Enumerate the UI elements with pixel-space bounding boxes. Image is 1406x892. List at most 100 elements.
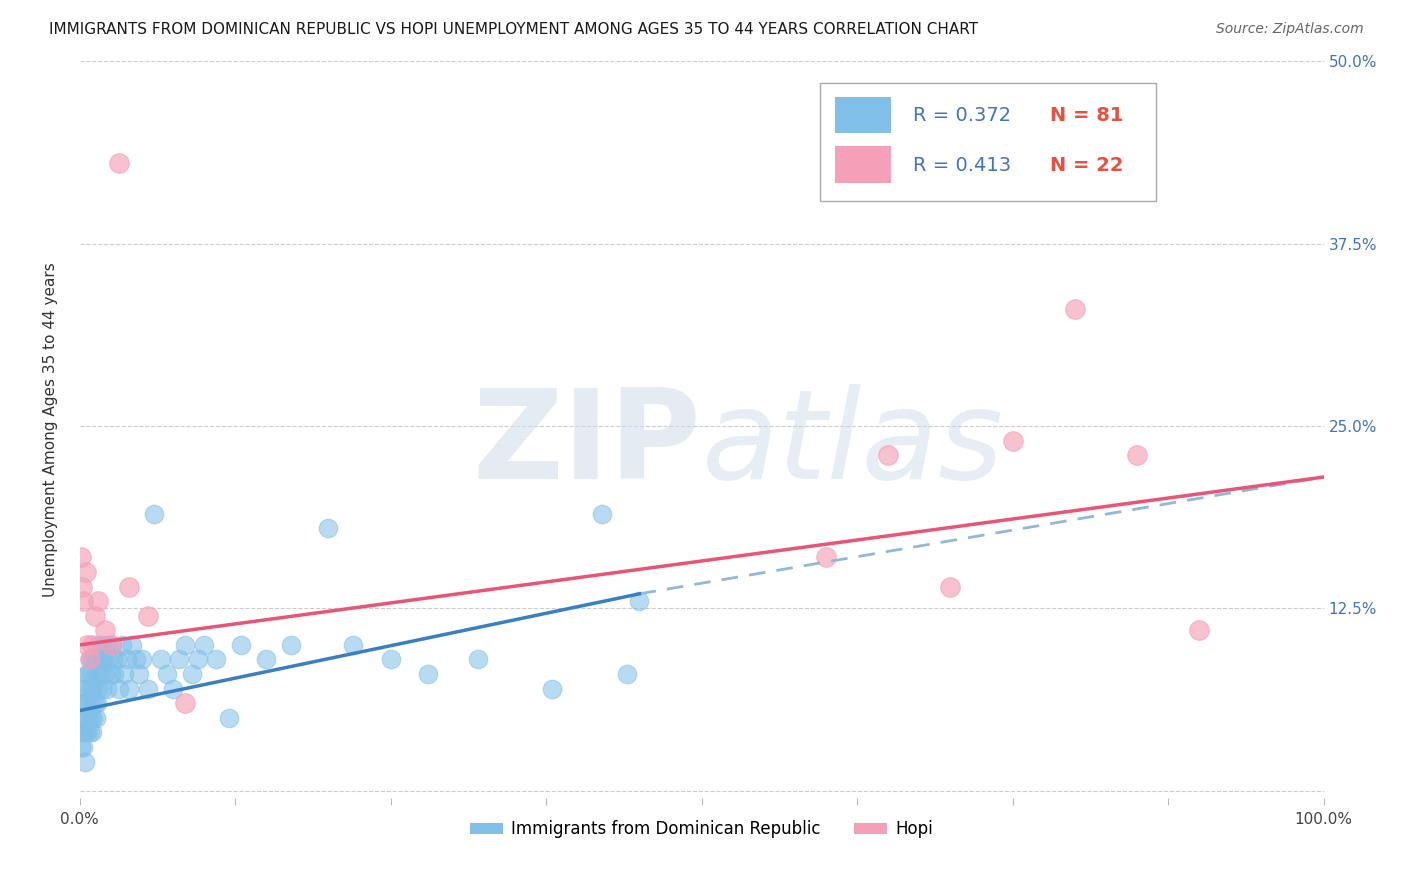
Point bbox=[628, 594, 651, 608]
Point bbox=[814, 550, 837, 565]
Point bbox=[79, 652, 101, 666]
Point bbox=[76, 638, 98, 652]
Text: Source: ZipAtlas.com: Source: ZipAtlas.com bbox=[1216, 22, 1364, 37]
Point bbox=[72, 740, 94, 755]
Point bbox=[79, 681, 101, 696]
Point bbox=[118, 681, 141, 696]
Point bbox=[93, 624, 115, 638]
Point bbox=[342, 638, 364, 652]
Point bbox=[87, 681, 110, 696]
Point bbox=[218, 711, 240, 725]
Point bbox=[73, 696, 96, 710]
Point bbox=[75, 681, 97, 696]
Point bbox=[75, 565, 97, 579]
Point bbox=[70, 725, 93, 739]
Point bbox=[86, 652, 108, 666]
Point bbox=[97, 652, 120, 666]
Text: ZIP: ZIP bbox=[472, 384, 702, 505]
Point bbox=[89, 667, 111, 681]
Point bbox=[84, 667, 107, 681]
Text: R = 0.413: R = 0.413 bbox=[912, 155, 1011, 175]
Point bbox=[93, 667, 115, 681]
Point bbox=[80, 652, 103, 666]
Point bbox=[77, 696, 100, 710]
Point bbox=[416, 667, 439, 681]
Point bbox=[467, 652, 489, 666]
Point bbox=[112, 667, 135, 681]
Point bbox=[128, 667, 150, 681]
Point bbox=[70, 580, 93, 594]
Point bbox=[70, 550, 93, 565]
Point bbox=[91, 681, 114, 696]
Point bbox=[72, 681, 94, 696]
Point bbox=[77, 667, 100, 681]
Point bbox=[100, 667, 122, 681]
Point bbox=[254, 652, 277, 666]
Point bbox=[105, 652, 128, 666]
Point bbox=[75, 711, 97, 725]
Point bbox=[82, 711, 104, 725]
Point bbox=[73, 755, 96, 769]
Point bbox=[541, 681, 564, 696]
Point bbox=[174, 638, 197, 652]
Point bbox=[79, 725, 101, 739]
Point bbox=[83, 652, 105, 666]
Point bbox=[108, 156, 131, 170]
Point bbox=[380, 652, 402, 666]
Point bbox=[72, 594, 94, 608]
Point bbox=[87, 638, 110, 652]
Point bbox=[103, 652, 125, 666]
Point bbox=[96, 681, 118, 696]
Point bbox=[280, 638, 302, 652]
Point bbox=[94, 638, 117, 652]
Point bbox=[231, 638, 253, 652]
Point bbox=[86, 696, 108, 710]
Point bbox=[167, 652, 190, 666]
Point bbox=[80, 696, 103, 710]
Point bbox=[180, 667, 202, 681]
Point bbox=[143, 507, 166, 521]
Point bbox=[80, 725, 103, 739]
Point bbox=[111, 638, 134, 652]
Point bbox=[73, 725, 96, 739]
FancyBboxPatch shape bbox=[820, 83, 1156, 202]
Text: N = 22: N = 22 bbox=[1050, 155, 1123, 175]
Point bbox=[77, 711, 100, 725]
Legend: Immigrants from Dominican Republic, Hopi: Immigrants from Dominican Republic, Hopi bbox=[463, 814, 941, 845]
Point bbox=[82, 681, 104, 696]
Point bbox=[616, 667, 638, 681]
Point bbox=[79, 652, 101, 666]
Text: N = 81: N = 81 bbox=[1050, 106, 1123, 125]
Point bbox=[100, 638, 122, 652]
Point bbox=[80, 667, 103, 681]
Point bbox=[101, 638, 124, 652]
Point bbox=[70, 740, 93, 755]
Point bbox=[939, 580, 962, 594]
Text: R = 0.372: R = 0.372 bbox=[912, 106, 1011, 125]
Point bbox=[115, 652, 138, 666]
Point bbox=[1126, 448, 1149, 462]
Point bbox=[149, 652, 172, 666]
Point bbox=[162, 681, 184, 696]
Point bbox=[70, 696, 93, 710]
Bar bbox=[835, 146, 890, 183]
Point bbox=[87, 594, 110, 608]
Point bbox=[91, 652, 114, 666]
Point bbox=[1063, 302, 1085, 317]
Point bbox=[108, 681, 131, 696]
Point bbox=[76, 725, 98, 739]
Point bbox=[84, 711, 107, 725]
Point bbox=[156, 667, 179, 681]
Point bbox=[124, 652, 146, 666]
Point bbox=[80, 638, 103, 652]
Point bbox=[205, 652, 228, 666]
Point bbox=[72, 711, 94, 725]
Point bbox=[80, 711, 103, 725]
Point bbox=[1188, 624, 1211, 638]
Point bbox=[136, 681, 159, 696]
Point bbox=[83, 608, 105, 623]
Point bbox=[1001, 434, 1024, 448]
Point bbox=[131, 652, 153, 666]
Point bbox=[591, 507, 613, 521]
Point bbox=[90, 652, 112, 666]
